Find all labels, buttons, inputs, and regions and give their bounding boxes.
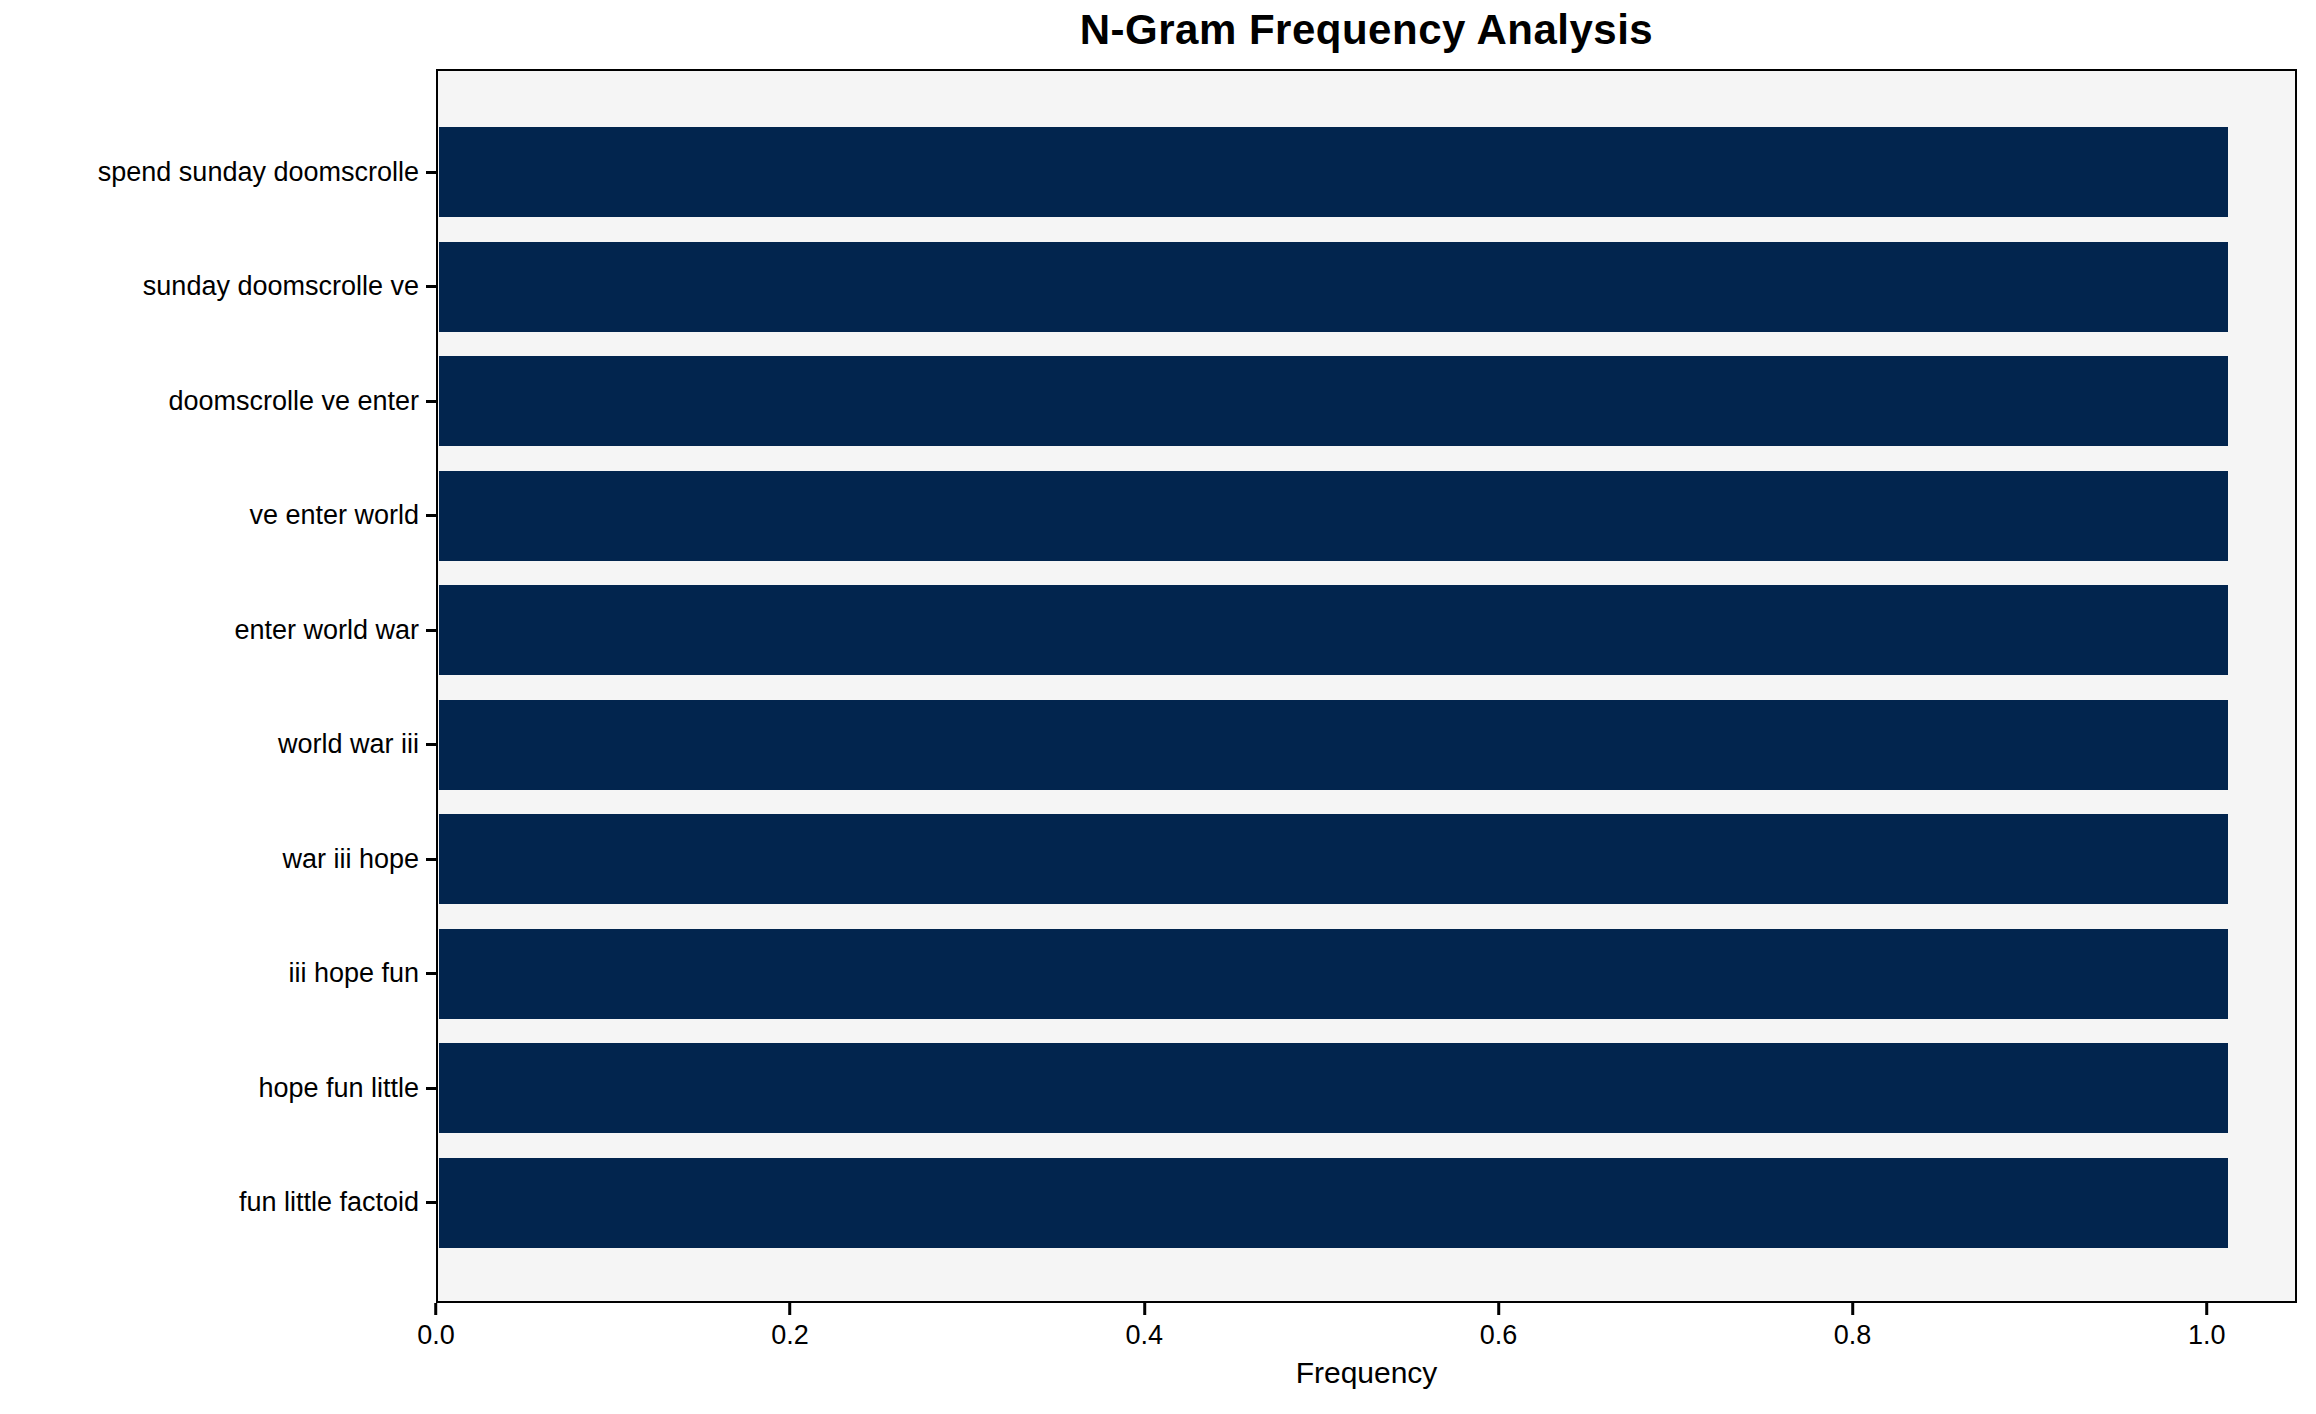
y-tick-cell: sunday doomscrolle ve xyxy=(0,242,436,332)
bar-track xyxy=(436,242,2316,332)
x-tick-label: 0.0 xyxy=(417,1320,455,1351)
y-tick-cell: iii hope fun xyxy=(0,929,436,1019)
x-tick-mark xyxy=(1143,1303,1146,1315)
y-tick-mark xyxy=(426,743,436,746)
x-tick: 0.4 xyxy=(1125,1303,1163,1351)
chart-row: spend sunday doomscrolle xyxy=(0,127,2316,217)
bar xyxy=(439,356,2228,446)
y-tick-label: war iii hope xyxy=(282,844,419,875)
x-tick: 0.2 xyxy=(771,1303,809,1351)
figure: N-Gram Frequency Analysis spend sunday d… xyxy=(0,0,2316,1414)
bars: spend sunday doomscrolle sunday doomscrol… xyxy=(0,127,2316,1248)
y-tick-label: world war iii xyxy=(278,729,419,760)
x-tick: 0.8 xyxy=(1834,1303,1872,1351)
bar xyxy=(439,127,2228,217)
bar xyxy=(439,471,2228,561)
x-axis-label: Frequency xyxy=(436,1356,2297,1390)
x-tick-mark xyxy=(1851,1303,1854,1315)
chart-row: enter world war xyxy=(0,585,2316,675)
chart-row: ve enter world xyxy=(0,471,2316,561)
y-tick-label: hope fun little xyxy=(258,1073,419,1104)
x-tick: 0.6 xyxy=(1480,1303,1518,1351)
y-tick-label: ve enter world xyxy=(249,500,419,531)
bar-track xyxy=(436,1158,2316,1248)
x-tick-label: 1.0 xyxy=(2188,1320,2226,1351)
chart-row: iii hope fun xyxy=(0,929,2316,1019)
bar xyxy=(439,585,2228,675)
x-tick-mark xyxy=(434,1303,437,1315)
bar-track xyxy=(436,585,2316,675)
y-tick-mark xyxy=(426,858,436,861)
chart-row: war iii hope xyxy=(0,814,2316,904)
y-tick-cell: ve enter world xyxy=(0,471,436,561)
y-tick-label: spend sunday doomscrolle xyxy=(98,157,419,188)
bar xyxy=(439,814,2228,904)
y-tick-label: iii hope fun xyxy=(288,958,419,989)
y-tick-mark xyxy=(426,1201,436,1204)
y-tick-mark xyxy=(426,1087,436,1090)
y-tick-cell: spend sunday doomscrolle xyxy=(0,127,436,217)
y-tick-cell: war iii hope xyxy=(0,814,436,904)
x-tick-label: 0.6 xyxy=(1480,1320,1518,1351)
bar-track xyxy=(436,1043,2316,1133)
x-tick-label: 0.2 xyxy=(771,1320,809,1351)
bar-track xyxy=(436,814,2316,904)
x-tick: 0.0 xyxy=(417,1303,455,1351)
bar-track xyxy=(436,700,2316,790)
x-tick-mark xyxy=(2205,1303,2208,1315)
bar-track xyxy=(436,929,2316,1019)
bar-track xyxy=(436,471,2316,561)
bar xyxy=(439,929,2228,1019)
bar xyxy=(439,700,2228,790)
y-tick-cell: world war iii xyxy=(0,700,436,790)
bar xyxy=(439,242,2228,332)
y-tick-mark xyxy=(426,171,436,174)
y-tick-mark xyxy=(426,629,436,632)
bar-track xyxy=(436,356,2316,446)
bar-track xyxy=(436,127,2316,217)
y-tick-cell: enter world war xyxy=(0,585,436,675)
y-tick-mark xyxy=(426,285,436,288)
y-tick-mark xyxy=(426,400,436,403)
y-tick-label: enter world war xyxy=(234,615,419,646)
x-tick-mark xyxy=(789,1303,792,1315)
chart-row: world war iii xyxy=(0,700,2316,790)
chart-title: N-Gram Frequency Analysis xyxy=(436,6,2297,54)
y-tick-mark xyxy=(426,972,436,975)
chart-row: doomscrolle ve enter xyxy=(0,356,2316,446)
y-tick-cell: doomscrolle ve enter xyxy=(0,356,436,446)
bar xyxy=(439,1043,2228,1133)
chart-row: hope fun little xyxy=(0,1043,2316,1133)
x-tick-mark xyxy=(1497,1303,1500,1315)
y-tick-label: sunday doomscrolle ve xyxy=(143,271,419,302)
y-tick-cell: hope fun little xyxy=(0,1043,436,1133)
y-tick-label: fun little factoid xyxy=(239,1187,419,1218)
bar xyxy=(439,1158,2228,1248)
x-tick-label: 0.4 xyxy=(1125,1320,1163,1351)
y-tick-mark xyxy=(426,514,436,517)
chart-row: sunday doomscrolle ve xyxy=(0,242,2316,332)
chart-row: fun little factoid xyxy=(0,1158,2316,1248)
y-tick-label: doomscrolle ve enter xyxy=(168,386,419,417)
x-tick: 1.0 xyxy=(2188,1303,2226,1351)
y-tick-cell: fun little factoid xyxy=(0,1158,436,1248)
x-tick-label: 0.8 xyxy=(1834,1320,1872,1351)
